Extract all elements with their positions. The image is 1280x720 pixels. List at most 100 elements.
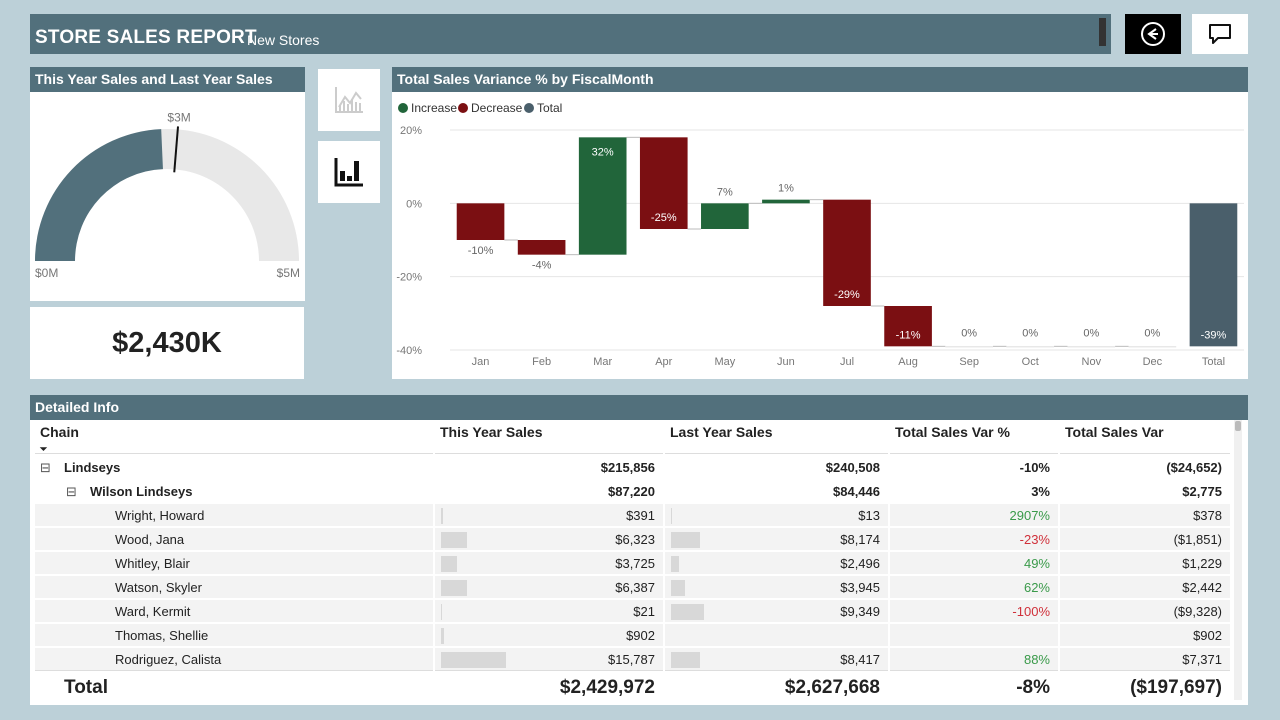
sort-desc-icon[interactable]: ⏷ — [40, 444, 48, 454]
table-row[interactable]: ⊟ Lindseys $215,856 $240,508 -10% ($24,652) — [35, 456, 1230, 480]
chain-name: Wilson Lindseys — [90, 484, 193, 499]
data-label: 32% — [592, 146, 614, 158]
x-tick-label: Feb — [532, 356, 551, 368]
sales-databar — [671, 508, 672, 524]
waterfall-bar — [1128, 346, 1177, 348]
cell-value: 3% — [1031, 484, 1050, 499]
this-year-sales-cell: $15,787 — [435, 648, 663, 671]
column-header[interactable]: Total Sales Var % — [890, 420, 1058, 454]
table-header-row: Chain ⏷ This Year Sales Last Year Sales Tota… — [35, 420, 1230, 454]
cell-value: ($24,652) — [1166, 460, 1222, 475]
header-scrollbar[interactable] — [1099, 18, 1106, 46]
column-header[interactable]: This Year Sales — [435, 420, 663, 454]
gauge-panel: This Year Sales and Last Year Sales $0M … — [30, 67, 305, 301]
table-row[interactable]: Thomas, Shellie $902 $902 — [35, 624, 1230, 648]
y-tick-label: -40% — [396, 345, 422, 357]
data-label: 7% — [717, 186, 733, 198]
legend-item-decrease[interactable]: Decrease — [458, 101, 522, 115]
waterfall-bar — [639, 137, 688, 229]
waterfall-chart-toggle-button[interactable] — [318, 141, 380, 203]
table-row[interactable]: ⊟ Wilson Lindseys $87,220 $84,446 3% $2,775 — [35, 480, 1230, 504]
chain-cell: Wood, Jana — [35, 528, 433, 551]
report-title: STORE SALES REPORT — [35, 27, 257, 48]
table-total-row: Total $2,429,972 $2,627,668 -8% ($197,697) — [35, 670, 1230, 704]
cell-value: $3,725 — [615, 556, 655, 571]
sales-var-cell: $1,229 — [1060, 552, 1230, 575]
chain-cell: Watson, Skyler — [35, 576, 433, 599]
gauge-min-label: $0M — [35, 266, 58, 280]
cell-value: $7,371 — [1182, 652, 1222, 667]
this-year-sales-cell: $6,323 — [435, 528, 663, 551]
cell-value: $902 — [1193, 628, 1222, 643]
cell-value: $9,349 — [840, 604, 880, 619]
table-row[interactable]: Rodriguez, Calista $15,787 $8,417 88% $7,371 — [35, 648, 1230, 672]
collapse-icon[interactable]: ⊟ — [40, 460, 51, 475]
cell-value: $2,442 — [1182, 580, 1222, 595]
chain-cell: Ward, Kermit — [35, 600, 433, 623]
legend-item-total[interactable]: Total — [524, 101, 562, 115]
table-scrollbar-thumb[interactable] — [1235, 421, 1241, 431]
this-year-sales-cell: $6,387 — [435, 576, 663, 599]
cell-value: $13 — [858, 508, 880, 523]
waterfall-bar — [945, 346, 993, 348]
data-label: -4% — [532, 260, 552, 272]
cell-value: -10% — [1019, 460, 1050, 475]
table-scrollbar-track[interactable] — [1234, 420, 1242, 700]
last-year-sales-cell: $3,945 — [665, 576, 888, 599]
table-row[interactable]: Ward, Kermit $21 $9,349 -100% ($9,328) — [35, 600, 1230, 624]
cell-value: $6,387 — [615, 580, 655, 595]
chain-cell: Wright, Howard — [35, 504, 433, 527]
data-label: -10% — [468, 245, 494, 257]
column-header[interactable]: Last Year Sales — [665, 420, 888, 454]
last-year-sales-cell — [665, 624, 888, 647]
last-year-sales-cell: $2,496 — [665, 552, 888, 575]
waterfall-bar — [762, 199, 810, 204]
sales-databar — [441, 556, 457, 572]
sales-var-cell: $378 — [1060, 504, 1230, 527]
report-header: STORE SALES REPORT New Stores — [30, 14, 1111, 54]
legend-item-increase[interactable]: Increase — [398, 101, 457, 115]
y-tick-label: 20% — [400, 125, 422, 137]
total-value: -8% — [890, 670, 1058, 704]
table-row[interactable]: Watson, Skyler $6,387 $3,945 62% $2,442 — [35, 576, 1230, 600]
sales-databar — [671, 556, 680, 572]
gauge-target-marker — [173, 126, 180, 173]
line-chart-icon — [335, 87, 363, 113]
back-button[interactable] — [1125, 14, 1181, 54]
sales-var-cell: ($24,652) — [1060, 456, 1230, 479]
sales-var-cell: ($1,851) — [1060, 528, 1230, 551]
cell-value: $1,229 — [1182, 556, 1222, 571]
this-year-sales-cell: $87,220 — [435, 480, 663, 503]
comment-button[interactable] — [1192, 14, 1248, 54]
cell-value: $240,508 — [825, 460, 880, 475]
chain-name: Wood, Jana — [115, 532, 185, 547]
waterfall-bar — [884, 306, 932, 347]
gauge-target-label: $3M — [167, 110, 190, 124]
data-label: 0% — [1022, 327, 1038, 339]
x-tick-label: Dec — [1143, 356, 1163, 368]
cell-value: $87,220 — [608, 484, 655, 499]
detail-table-panel: Detailed Info Chain ⏷ This Year Sales Last … — [30, 395, 1248, 705]
column-header[interactable]: Total Sales Var — [1060, 420, 1230, 454]
chain-name: Lindseys — [64, 460, 121, 475]
gauge-max-label: $5M — [277, 266, 300, 280]
column-header[interactable]: Chain ⏷ — [35, 420, 433, 454]
collapse-icon[interactable]: ⊟ — [66, 484, 77, 499]
comment-icon — [1209, 24, 1231, 44]
this-year-sales-cell: $902 — [435, 624, 663, 647]
column-header-label: This Year Sales — [440, 424, 543, 440]
chain-cell: ⊟ Wilson Lindseys — [35, 480, 433, 503]
table-title: Detailed Info — [30, 395, 1248, 420]
line-chart-toggle-button[interactable] — [318, 69, 380, 131]
cell-value: -23% — [1019, 532, 1050, 547]
x-tick-label: Jul — [840, 356, 854, 368]
cell-value: $8,417 — [840, 652, 880, 667]
sales-var-pct-cell: -23% — [890, 528, 1058, 551]
table-row[interactable]: Wood, Jana $6,323 $8,174 -23% ($1,851) — [35, 528, 1230, 552]
table-row[interactable]: Whitley, Blair $3,725 $2,496 49% $1,229 — [35, 552, 1230, 576]
table-row[interactable]: Wright, Howard $391 $13 2907% $378 — [35, 504, 1230, 528]
last-year-sales-cell: $84,446 — [665, 480, 888, 503]
last-year-sales-cell: $9,349 — [665, 600, 888, 623]
chain-name: Thomas, Shellie — [115, 628, 209, 643]
x-tick-label: Oct — [1022, 356, 1039, 368]
